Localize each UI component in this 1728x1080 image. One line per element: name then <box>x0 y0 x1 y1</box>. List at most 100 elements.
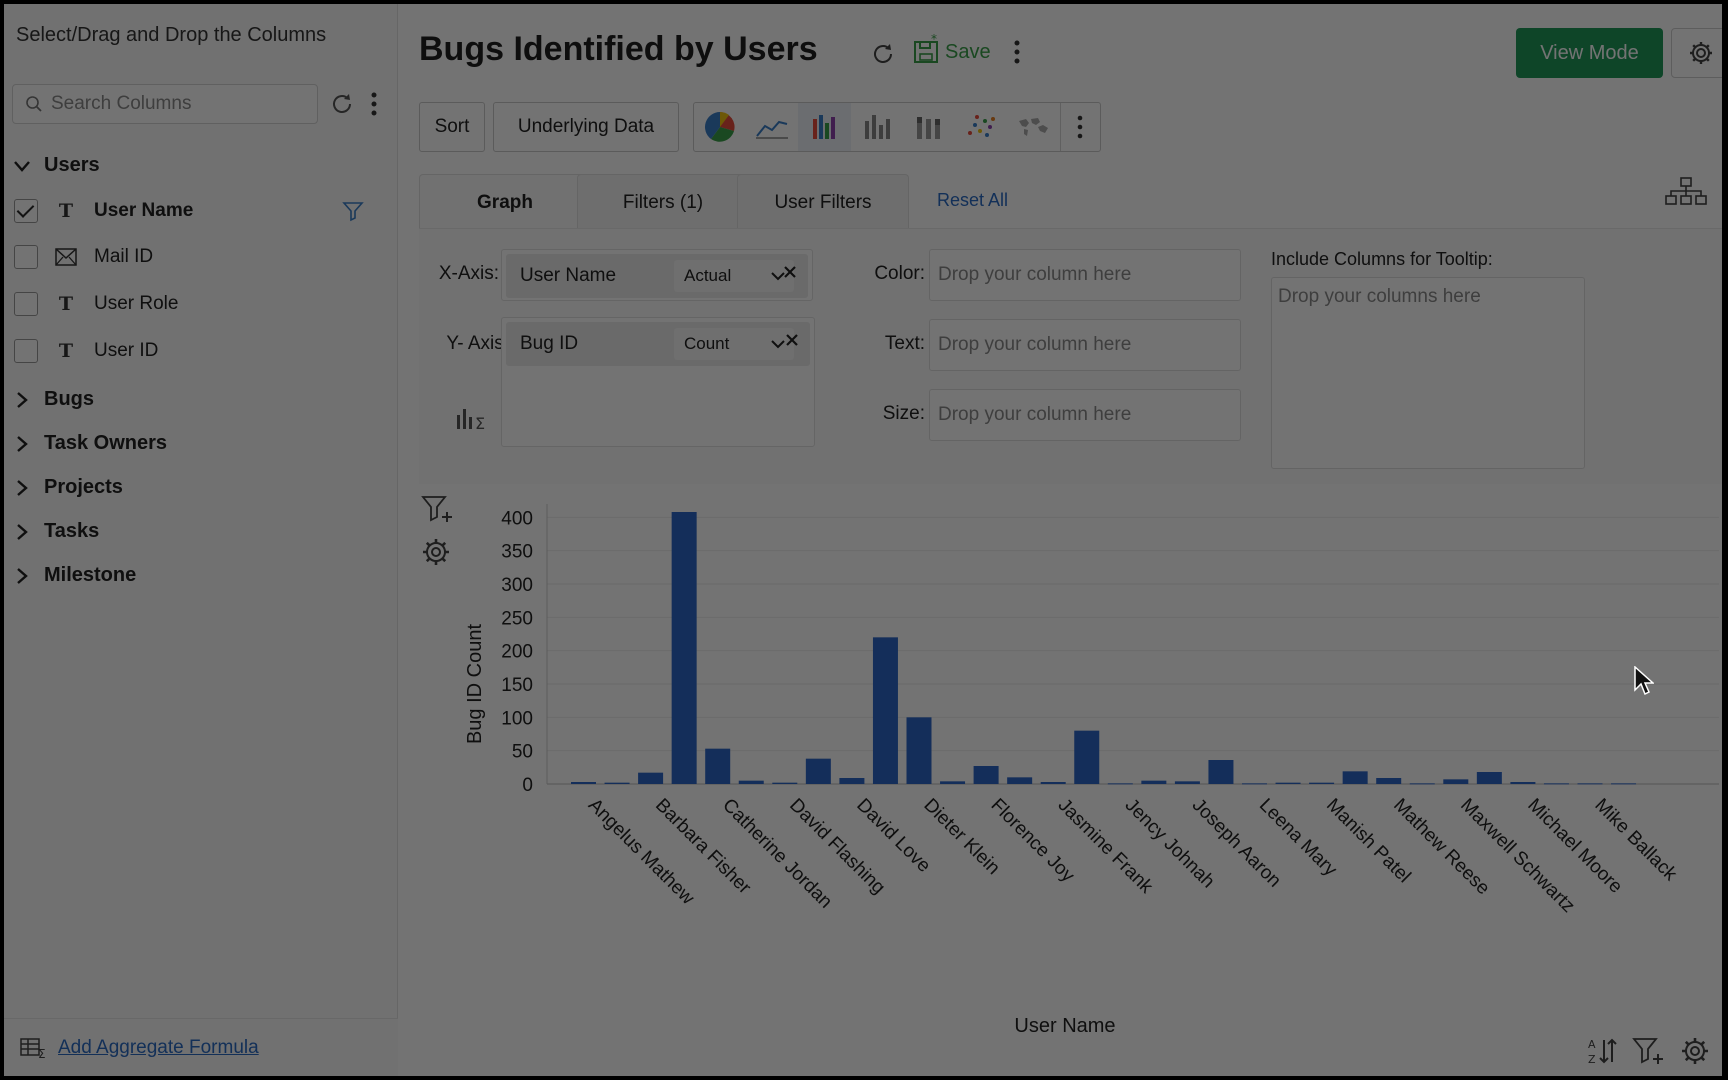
save-button[interactable]: * Save <box>913 34 991 64</box>
x-axis-chip[interactable]: User Name Actual <box>506 254 808 298</box>
more-options-icon[interactable] <box>1011 38 1023 66</box>
chart-type-line[interactable] <box>746 103 798 151</box>
sort-az-icon[interactable]: AZ <box>1586 1036 1618 1066</box>
sort-button[interactable]: Sort <box>419 102 485 152</box>
underlying-data-button[interactable]: Underlying Data <box>493 102 679 152</box>
chart-types-more[interactable] <box>1059 103 1100 151</box>
refresh-icon[interactable] <box>869 40 897 68</box>
axis-aggregate-icon[interactable]: Σ <box>455 405 491 431</box>
main-panel: Bugs Identified by Users * Save View Mod… <box>399 4 1722 1076</box>
bar <box>1007 777 1033 784</box>
gear-icon[interactable] <box>1680 1036 1710 1066</box>
column-mail-id[interactable]: Mail ID <box>14 242 153 272</box>
x-axis-column: User Name <box>520 265 617 286</box>
app-window: Select/Drag and Drop the Columns Users T… <box>4 4 1722 1076</box>
column-checkbox[interactable] <box>14 245 38 269</box>
scatter-chart-icon <box>968 115 996 137</box>
group-tasks[interactable]: Tasks <box>12 520 99 543</box>
bar <box>906 717 932 784</box>
bar <box>1208 760 1234 784</box>
x-axis-title: User Name <box>1014 1015 1115 1034</box>
filter-icon[interactable] <box>342 200 364 222</box>
text-type-icon: T <box>58 293 74 315</box>
bar <box>1409 783 1435 785</box>
x-tick-label: Maxwell Schwartz <box>1456 795 1578 917</box>
close-icon[interactable] <box>784 332 800 348</box>
chevron-right-icon <box>17 479 28 496</box>
save-label: Save <box>945 41 991 63</box>
reset-all-link[interactable]: Reset All <box>937 190 1009 210</box>
chart-type-column[interactable] <box>851 103 903 151</box>
sidebar-more-icon[interactable] <box>368 90 380 118</box>
group-users[interactable]: Users <box>12 154 100 177</box>
save-icon: * <box>914 34 938 63</box>
group-bugs[interactable]: Bugs <box>12 388 94 411</box>
mail-type-icon <box>54 245 78 269</box>
column-label: User ID <box>94 340 159 361</box>
gear-icon <box>1690 42 1712 64</box>
tooltip-drop[interactable]: Drop your columns here <box>1271 277 1585 469</box>
text-drop[interactable]: Drop your column here <box>929 319 1241 371</box>
search-columns-box[interactable] <box>12 84 318 124</box>
chart-type-scatter[interactable] <box>955 103 1007 151</box>
svg-text:Σ: Σ <box>475 414 485 431</box>
bar <box>1141 780 1167 784</box>
bar <box>1376 778 1402 784</box>
search-columns-input[interactable] <box>51 93 301 115</box>
chart-type-pie[interactable] <box>694 103 746 151</box>
size-drop[interactable]: Drop your column here <box>929 389 1241 441</box>
add-aggregate-formula-link[interactable]: Add Aggregate Formula <box>58 1036 259 1058</box>
chart-type-map[interactable] <box>1007 103 1059 151</box>
chart-type-stacked[interactable] <box>903 103 955 151</box>
chart-type-bar[interactable] <box>798 103 851 151</box>
y-axis-chip[interactable]: Bug ID Count <box>506 322 810 366</box>
y-tick-label: 350 <box>501 542 533 563</box>
tab-filters[interactable]: Filters (1) <box>577 174 749 230</box>
x-axis-drop[interactable]: User Name Actual <box>501 249 813 301</box>
view-mode-button[interactable]: View Mode <box>1516 28 1663 78</box>
group-task-owners[interactable]: Task Owners <box>12 432 167 455</box>
group-label: Bugs <box>44 388 94 410</box>
line-chart-icon <box>756 120 789 139</box>
column-label: Mail ID <box>94 246 154 267</box>
y-tick-label: 200 <box>501 642 533 663</box>
settings-button[interactable] <box>1671 28 1722 78</box>
x-axis-aggregation-select[interactable]: Actual <box>674 260 794 292</box>
column-user-name[interactable]: T User Name <box>14 196 193 226</box>
chevron-right-icon <box>17 523 28 540</box>
hierarchy-icon[interactable] <box>1664 176 1708 206</box>
y-tick-label: 250 <box>501 608 533 629</box>
column-user-id[interactable]: T User ID <box>14 336 158 366</box>
svg-text:Σ: Σ <box>38 1047 46 1059</box>
add-filter-icon[interactable] <box>1632 1036 1666 1066</box>
column-checkbox[interactable] <box>14 199 38 223</box>
bar <box>604 782 630 784</box>
bar <box>1309 782 1335 784</box>
tab-user-filters[interactable]: User Filters <box>737 174 909 230</box>
y-axis-title: Bug ID Count <box>464 624 486 745</box>
bar <box>1577 783 1603 785</box>
chevron-down-icon <box>14 160 30 172</box>
tab-graph[interactable]: Graph <box>419 174 591 230</box>
column-checkbox[interactable] <box>14 339 38 363</box>
y-axis-drop[interactable]: Bug ID Count <box>501 317 815 447</box>
svg-text:Z: Z <box>1588 1053 1596 1066</box>
group-projects[interactable]: Projects <box>12 476 123 499</box>
column-user-role[interactable]: T User Role <box>14 289 178 319</box>
color-drop[interactable]: Drop your column here <box>929 249 1241 301</box>
world-map-icon <box>1018 118 1048 136</box>
y-axis-aggregation-select[interactable]: Count <box>674 328 794 360</box>
bar <box>1476 772 1502 784</box>
column-checkbox[interactable] <box>14 292 38 316</box>
bar-chart: 0 50 100 150 200 250 300 350 400 Angelus MathewB… <box>464 504 1719 1034</box>
group-label: Projects <box>44 476 123 498</box>
refresh-columns-icon[interactable] <box>328 90 356 118</box>
group-milestone[interactable]: Milestone <box>12 564 136 587</box>
bar <box>1074 730 1100 784</box>
bar <box>738 780 764 784</box>
close-icon[interactable] <box>782 264 798 280</box>
group-label: Tasks <box>44 520 100 542</box>
bar <box>839 778 865 784</box>
bar <box>571 782 596 784</box>
